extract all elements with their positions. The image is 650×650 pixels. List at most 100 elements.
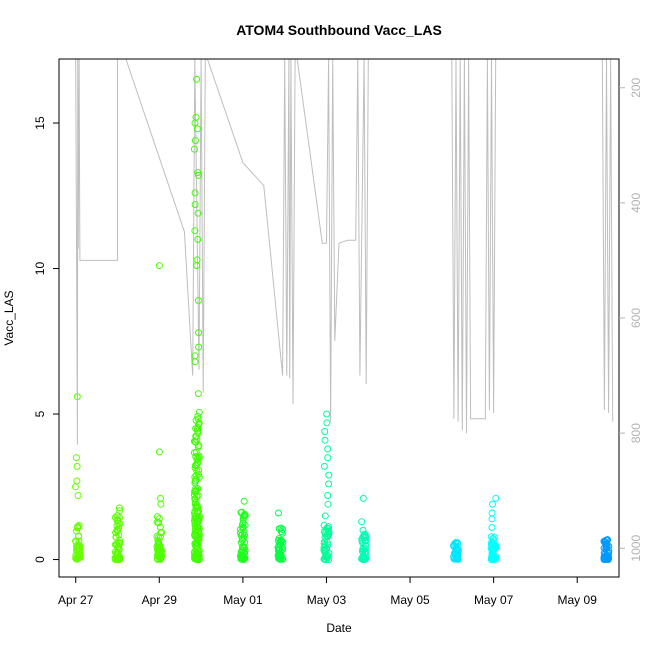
y2-tick-label: 600 [629,308,643,328]
data-point [454,555,461,563]
data-point [362,534,370,542]
line-series [75,58,614,445]
data-point [194,492,202,500]
data-point [115,531,123,539]
data-point [192,453,200,460]
data-point [324,523,332,531]
bottom-axis: Apr 27 Apr 29 May 01 May 03 May 05 May 07 May … [58,577,597,607]
data-point [191,137,199,144]
data-point [155,448,163,456]
data-point [194,429,202,437]
data-point [76,550,84,558]
data-point [195,329,202,337]
x-tick-label: May 05 [390,593,430,607]
data-point [75,521,83,529]
data-point [192,113,200,121]
data-point [75,532,82,540]
data-point [73,462,81,470]
data-point [194,169,202,176]
data-point [113,522,121,530]
data-point [600,537,608,545]
data-point [115,540,123,547]
data-point [279,538,287,546]
data-point [75,537,83,545]
data-point [358,555,366,563]
data-point [157,500,165,508]
data-point [194,125,201,133]
x-tick-label: May 01 [223,593,263,607]
data-point [361,556,368,563]
data-point [76,552,84,560]
data-point [192,542,200,549]
points-layer [71,75,613,563]
data-point [195,473,203,481]
x-tick-label: May 09 [558,593,598,607]
data-point [195,408,203,416]
data-point [325,471,333,479]
data-point [191,189,199,197]
data-point [239,524,247,532]
data-point [194,413,202,420]
data-point [155,262,163,270]
data-point [238,555,246,563]
data-point [191,119,199,127]
data-point [155,519,162,527]
data-point [113,512,121,520]
data-point [321,428,329,435]
data-point [193,456,201,464]
line-series-layer [75,58,614,445]
data-point [490,537,498,545]
data-point [194,209,202,217]
data-point [193,467,201,475]
data-point [115,504,123,512]
y-tick-label: 15 [33,116,47,130]
data-point [193,256,201,264]
y2-tick-label: 800 [629,423,643,443]
y-axis-label: Vacc_LAS [2,290,16,345]
data-point [191,532,199,540]
data-point [274,537,282,544]
data-point [74,492,82,499]
x-tick-label: Apr 27 [58,593,94,607]
data-point [238,521,246,529]
data-point [195,343,203,351]
data-point [277,528,285,536]
data-point [191,473,199,481]
data-point [324,492,332,499]
data-point [240,497,248,505]
data-point [195,552,203,560]
data-point [194,235,202,243]
data-point [193,75,201,83]
data-point [324,445,332,453]
data-point [492,494,500,502]
data-point [195,454,203,462]
y-tick-label: 10 [33,262,47,276]
data-point [190,437,198,445]
data-point [75,554,83,562]
data-point [320,462,328,470]
x-tick-label: May 07 [474,593,514,607]
x-axis-label: Date [326,621,352,635]
data-point [155,546,163,554]
data-point [190,145,198,153]
data-point [111,556,119,563]
data-point [191,201,199,208]
data-point [488,524,496,531]
data-point [192,524,199,532]
data-point [323,539,331,547]
data-point [600,549,608,557]
data-point [113,554,121,562]
data-point [191,515,199,523]
data-point [73,477,81,485]
data-point [487,556,495,563]
data-point [194,415,202,423]
data-point [192,529,200,536]
data-point [73,393,81,401]
data-point [450,541,458,549]
data-point [324,552,332,560]
data-point [488,538,496,546]
data-point [194,297,202,304]
data-point [324,500,332,508]
data-point [488,509,496,517]
data-point [275,546,283,554]
